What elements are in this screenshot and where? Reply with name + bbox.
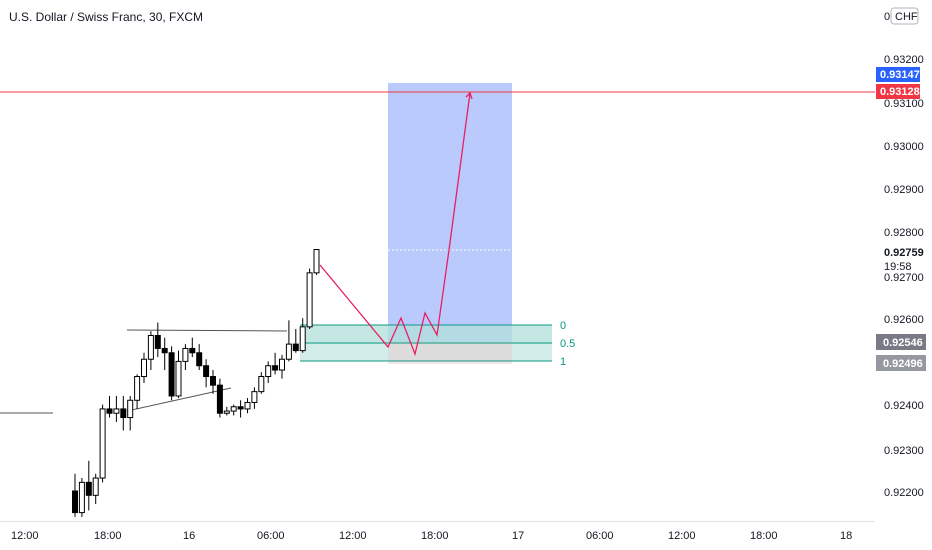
candle-down	[210, 376, 216, 386]
price-tick: 0.92200	[884, 487, 924, 499]
price-tick: 0.92300	[884, 445, 924, 457]
alert-price-value: 0.93128	[880, 86, 920, 98]
time-tick: 18:00	[94, 530, 122, 542]
candle-down	[154, 334, 161, 349]
candle-down	[292, 343, 299, 352]
candle-up	[147, 334, 154, 360]
stop-price-value: 0.92496	[883, 358, 923, 370]
price-axis[interactable]: 0 0.93200 0.93100 0.93000 0.92900 0.9280…	[884, 11, 924, 499]
fib-label-1: 1	[560, 356, 566, 368]
candle-up	[92, 477, 99, 496]
time-axis[interactable]: 12:00 18:00 16 06:00 12:00 18:00 17 06:0…	[11, 530, 852, 542]
candle-up	[230, 406, 237, 412]
fib-zone-upper[interactable]	[300, 325, 552, 343]
currency-button[interactable]	[890, 7, 919, 25]
time-tick: 18	[840, 530, 852, 542]
time-tick: 18:00	[750, 530, 778, 542]
candle-up	[313, 249, 320, 274]
fib-zone-lower[interactable]	[300, 343, 552, 361]
candle-up	[182, 347, 189, 362]
price-tick: 0	[884, 11, 890, 23]
time-tick: 06:00	[257, 530, 285, 542]
candle-down	[189, 347, 196, 354]
candle-up	[134, 376, 141, 401]
candle-up	[141, 358, 147, 378]
last-price-value: 0.92759	[884, 247, 924, 259]
candle-up	[279, 358, 285, 371]
price-tick: 0.93100	[884, 98, 924, 110]
candlestick-series	[72, 249, 320, 517]
candle-up	[78, 481, 85, 514]
price-tick: 0.92600	[884, 314, 924, 326]
fib-label-05: 0.5	[560, 338, 575, 350]
candle-up	[285, 343, 292, 360]
price-tick: 0.92900	[884, 184, 924, 196]
candle-down	[272, 365, 279, 371]
currency-label: CHF	[895, 11, 918, 23]
candle-up	[299, 326, 306, 352]
candle-up	[175, 360, 182, 397]
path-arrowhead	[465, 91, 473, 100]
time-tick: 12:00	[339, 530, 367, 542]
candle-down	[72, 490, 78, 514]
candle-up	[127, 399, 134, 419]
symbol-title: U.S. Dollar / Swiss Franc, 30, FXCM	[9, 10, 203, 24]
candle-down	[120, 408, 127, 419]
candle-down	[203, 365, 210, 378]
candle-down	[237, 406, 244, 410]
price-tick: 0.92700	[884, 272, 924, 284]
time-tick: 06:00	[586, 530, 614, 542]
candle-up	[99, 408, 106, 479]
time-tick: 12:00	[11, 530, 39, 542]
candle-down	[161, 347, 168, 354]
candle-down	[196, 352, 203, 367]
candle-up	[244, 401, 251, 410]
candle-down	[216, 384, 223, 414]
countdown-value: 19:58	[884, 261, 912, 273]
candle-up	[258, 376, 265, 393]
target-price-value: 0.93147	[880, 69, 920, 81]
candle-up	[251, 391, 258, 403]
profit-zone[interactable]	[388, 83, 512, 342]
candle-down	[168, 352, 175, 397]
time-tick: 12:00	[668, 530, 696, 542]
target-price-badge	[876, 67, 920, 82]
candle-up	[265, 365, 272, 378]
price-tick: 0.93000	[884, 141, 924, 153]
entry-price-badge	[876, 334, 926, 350]
support-trendline[interactable]	[126, 387, 232, 412]
price-tick: 0.92800	[884, 227, 924, 239]
time-tick: 16	[183, 530, 195, 542]
price-tick: 0.93200	[884, 54, 924, 66]
time-tick: 18:00	[421, 530, 449, 542]
time-tick: 17	[512, 530, 524, 542]
candle-down	[106, 408, 113, 414]
projected-path[interactable]	[319, 92, 471, 357]
resistance-trendline[interactable]	[126, 329, 288, 332]
stop-zone	[388, 342, 512, 364]
candle-up	[113, 408, 120, 414]
entry-price-value: 0.92546	[883, 337, 923, 349]
alert-price-badge	[876, 84, 920, 99]
stop-price-badge	[876, 355, 926, 371]
candle-up	[306, 272, 313, 328]
candle-up	[223, 410, 230, 414]
candle-down	[85, 481, 92, 496]
price-tick: 0.92400	[884, 400, 924, 412]
fib-label-0: 0	[560, 320, 566, 332]
